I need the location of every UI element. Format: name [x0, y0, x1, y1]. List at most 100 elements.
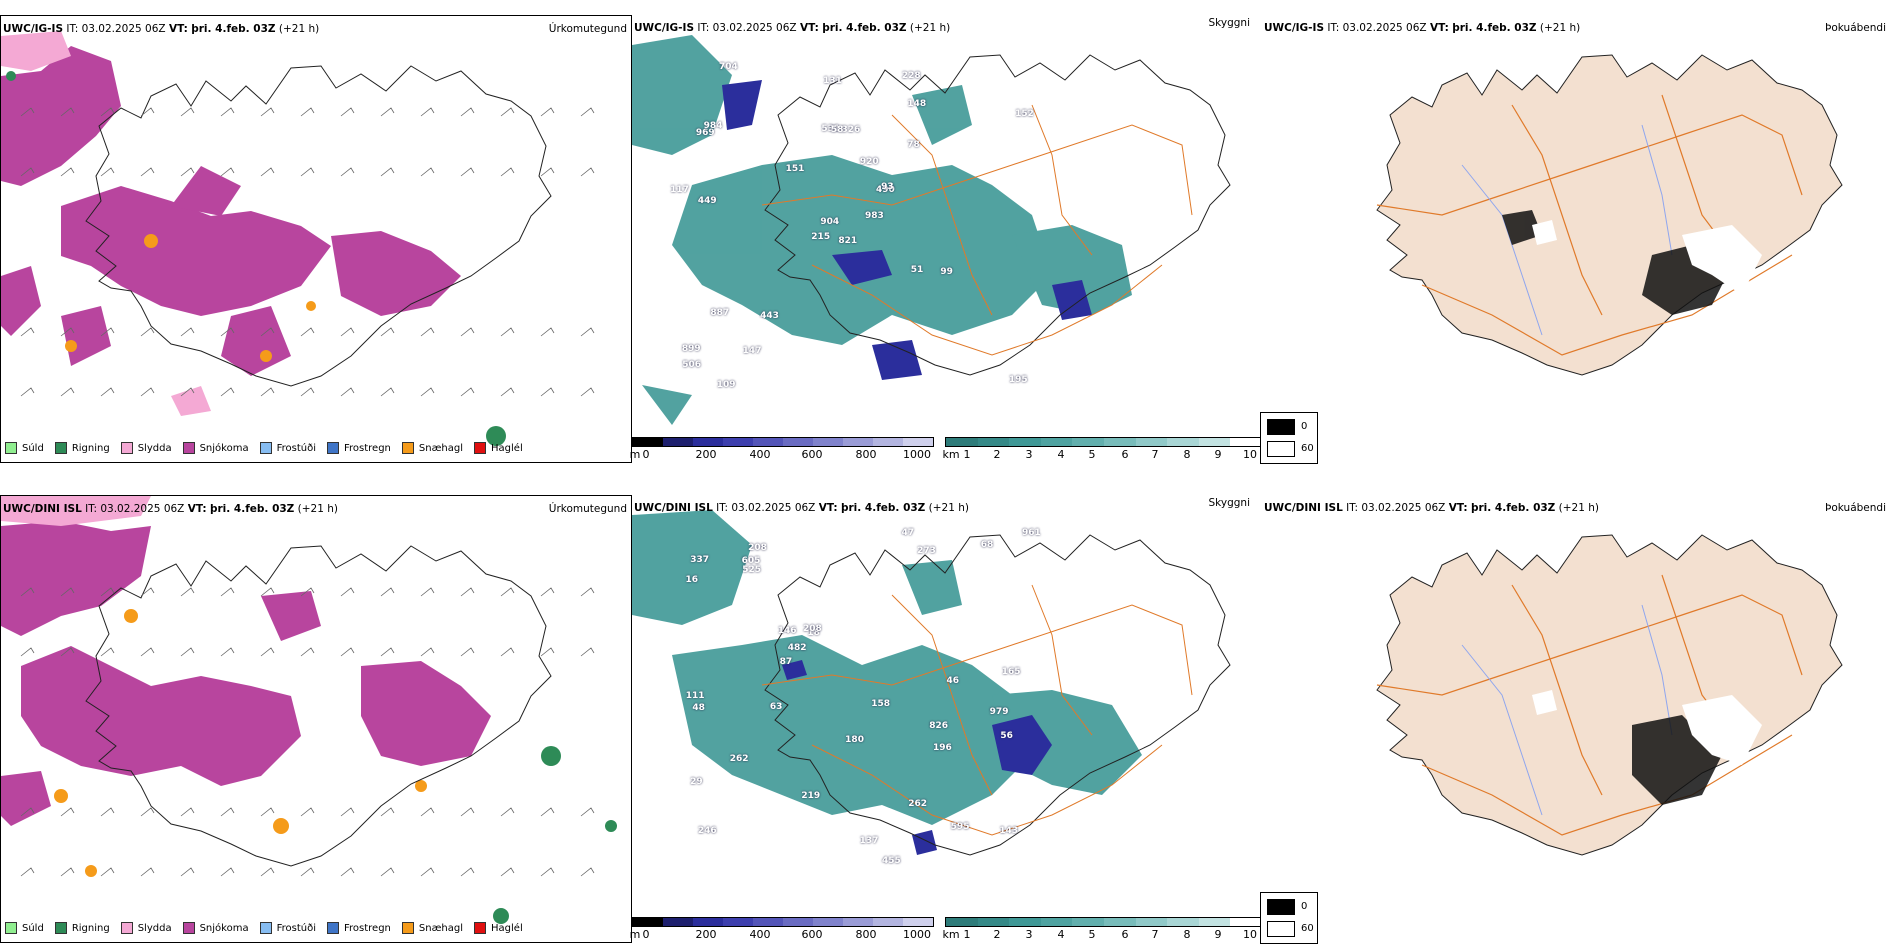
- colorbar-swatch: [1167, 918, 1199, 926]
- colorbar-swatch: [753, 438, 783, 446]
- cloud-base-label: 47: [901, 528, 915, 539]
- colorbar-swatch: [1230, 918, 1262, 926]
- panel-type-label: Þokuábendi: [1825, 502, 1886, 514]
- colorbar-swatches: [632, 437, 934, 447]
- tick-label: 4: [1057, 448, 1065, 461]
- colorbar-swatch: [693, 438, 723, 446]
- legend-item: Haglél: [474, 922, 523, 934]
- cloud-base-label: 215: [811, 232, 831, 243]
- colorbar-swatches: [945, 917, 1263, 927]
- tick-label: 9: [1214, 928, 1222, 941]
- colorbar-swatch: [843, 438, 873, 446]
- ceiling-colorbar: m 0 200 400 600 800 1000: [630, 437, 934, 461]
- road-network: [761, 104, 1193, 356]
- cloud-base-label: 29: [690, 776, 703, 787]
- cloud-base-label: 449: [697, 196, 717, 207]
- fog-index-key: 0 60: [1260, 412, 1318, 464]
- cloud-base-label: 195: [1008, 374, 1028, 385]
- cloud-base-label: 273: [917, 546, 936, 557]
- cloud-base-label: 605: [741, 555, 761, 566]
- precip-legend: Súld Rigning Slydda Snjókoma Frostúði Fr…: [5, 442, 534, 454]
- cloud-visibility-map-graphic: [632, 35, 1231, 425]
- wind-barbs: [20, 587, 595, 877]
- cloud-base-label: 246: [697, 826, 717, 837]
- panel-title: UWC/IG-IS IT: 03.02.2025 06Z VT: þri. 4.…: [1264, 22, 1581, 34]
- cloud-base-label: 148: [907, 98, 927, 109]
- colorbar-swatch: [1009, 438, 1041, 446]
- sleet-areas: [1, 31, 211, 416]
- legend-item: Frostúði: [259, 442, 316, 454]
- cloud-base-label: 984: [703, 121, 723, 132]
- panel-title: UWC/DINI ISL IT: 03.02.2025 06Z VT: þri.…: [1264, 502, 1599, 514]
- tick-label: 5: [1088, 448, 1096, 461]
- colorbar-swatch: [903, 918, 933, 926]
- tick-label: 3: [1025, 448, 1033, 461]
- panel-title: UWC/IG-IS IT: 03.02.2025 06Z VT: þri. 4.…: [3, 23, 320, 35]
- tick-label: 800: [855, 448, 877, 461]
- colorbar-swatch: [977, 438, 1010, 446]
- colorbar-ticks: m 0 200 400 600 800 1000: [630, 927, 934, 941]
- snow-pellet-areas: [54, 609, 427, 877]
- colorbar-swatch: [1135, 438, 1168, 446]
- legend-item: Slydda: [120, 922, 172, 934]
- snow-areas: [1, 521, 491, 826]
- cloud-base-label: 165: [1001, 666, 1021, 677]
- colorbar-swatch: [1009, 918, 1041, 926]
- precip-type-map-graphic: [1, 496, 617, 924]
- fog-index-map-row2: UWC/DINI ISL IT: 03.02.2025 06Z VT: þri.…: [1262, 495, 1900, 895]
- tick-label: 2: [993, 928, 1001, 941]
- cloud-base-label: 262: [908, 798, 928, 809]
- cloud-base-label: 93: [881, 181, 894, 192]
- legend-item: Haglél: [474, 442, 523, 454]
- cloud-base-label: 137: [859, 835, 879, 846]
- rain-areas: [493, 746, 617, 924]
- cloud-base-label: 143: [999, 826, 1019, 837]
- legend-item: Súld: [5, 442, 44, 454]
- low-ceiling-areas: [722, 80, 1092, 380]
- legend-item: Rigning: [54, 922, 110, 934]
- colorbar-swatch: [813, 438, 843, 446]
- panel-type-label: Úrkomutegund: [548, 23, 627, 35]
- glacier-areas: [1532, 690, 1762, 765]
- cloud-base-label: 219: [801, 790, 821, 801]
- legend-item: Slydda: [120, 442, 172, 454]
- cloud-base-label: 821: [838, 235, 858, 246]
- fog-index-key: 0 60: [1260, 892, 1318, 944]
- key-value: 60: [1301, 443, 1314, 454]
- tick-label: 400: [749, 928, 771, 941]
- cloud-base-label: 904: [820, 217, 840, 228]
- rivers: [1461, 604, 1673, 816]
- tick-label: 9: [1214, 448, 1222, 461]
- cloud-base-label: 887: [710, 307, 730, 318]
- key-swatch-white: [1267, 921, 1295, 937]
- road-network: [761, 584, 1193, 836]
- cloud-base-label: 147: [742, 345, 762, 356]
- sleet-areas: [1, 496, 151, 526]
- ceiling-colorbar: m 0 200 400 600 800 1000: [630, 917, 934, 941]
- colorbar-ticks: km 1 2 3 4 5 6 7 8 9 10: [942, 927, 1263, 941]
- colorbar-swatch: [1103, 918, 1136, 926]
- cloud-base-label: 969: [695, 127, 715, 138]
- legend-item: Snæhagl: [401, 922, 463, 934]
- colorbar-unit: km: [942, 448, 960, 461]
- cloud-base-label: 490: [875, 184, 895, 195]
- fog-index-map-graphic: [1376, 534, 1843, 856]
- colorbar-swatch: [873, 438, 903, 446]
- cloud-visibility-map-row2: UWC/DINI ISL IT: 03.02.2025 06Z VT: þri.…: [632, 495, 1262, 943]
- cloud-base-label: 337: [690, 555, 710, 566]
- tick-label: 6: [1121, 928, 1129, 941]
- cloud-base-label: 87: [779, 656, 793, 667]
- cloud-visibility-map-row1: UWC/IG-IS IT: 03.02.2025 06Z VT: þri. 4.…: [632, 15, 1262, 463]
- cloud-base-label: 51: [910, 264, 924, 275]
- panel-type-label: Skyggni: [1208, 17, 1251, 29]
- colorbar-unit: km: [942, 928, 960, 941]
- key-swatch-white: [1267, 441, 1295, 457]
- snow-pellet-areas: [65, 234, 316, 362]
- colorbar-swatch: [693, 918, 723, 926]
- tick-label: 5: [1088, 928, 1096, 941]
- colorbar-swatch: [873, 918, 903, 926]
- cloud-base-label: 983: [864, 210, 884, 221]
- tick-label: 1: [963, 448, 971, 461]
- colorbar-swatch: [813, 918, 843, 926]
- colorbar-swatch: [1072, 918, 1104, 926]
